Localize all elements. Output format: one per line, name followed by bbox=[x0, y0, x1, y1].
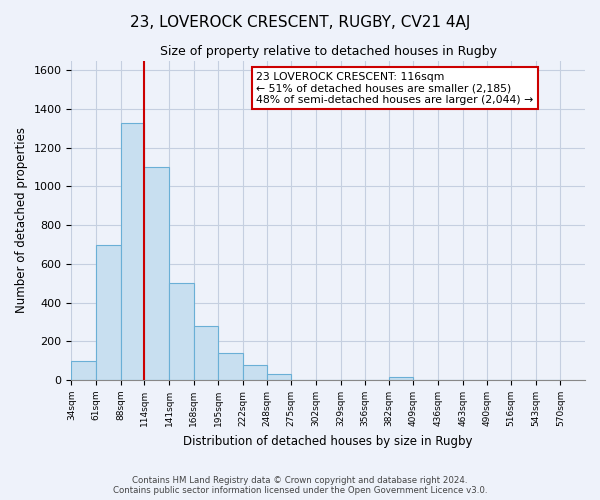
Y-axis label: Number of detached properties: Number of detached properties bbox=[15, 128, 28, 314]
Bar bbox=[389, 377, 413, 380]
X-axis label: Distribution of detached houses by size in Rugby: Distribution of detached houses by size … bbox=[184, 434, 473, 448]
Title: Size of property relative to detached houses in Rugby: Size of property relative to detached ho… bbox=[160, 45, 497, 58]
Bar bbox=[266, 374, 291, 380]
Text: 23 LOVEROCK CRESCENT: 116sqm
← 51% of detached houses are smaller (2,185)
48% of: 23 LOVEROCK CRESCENT: 116sqm ← 51% of de… bbox=[256, 72, 533, 105]
Bar bbox=[121, 122, 145, 380]
Text: Contains HM Land Registry data © Crown copyright and database right 2024.
Contai: Contains HM Land Registry data © Crown c… bbox=[113, 476, 487, 495]
Bar bbox=[218, 353, 243, 380]
Bar bbox=[145, 167, 169, 380]
Bar bbox=[169, 283, 194, 380]
Text: 23, LOVEROCK CRESCENT, RUGBY, CV21 4AJ: 23, LOVEROCK CRESCENT, RUGBY, CV21 4AJ bbox=[130, 15, 470, 30]
Bar bbox=[71, 360, 96, 380]
Bar bbox=[243, 364, 266, 380]
Bar bbox=[194, 326, 218, 380]
Bar bbox=[96, 244, 121, 380]
